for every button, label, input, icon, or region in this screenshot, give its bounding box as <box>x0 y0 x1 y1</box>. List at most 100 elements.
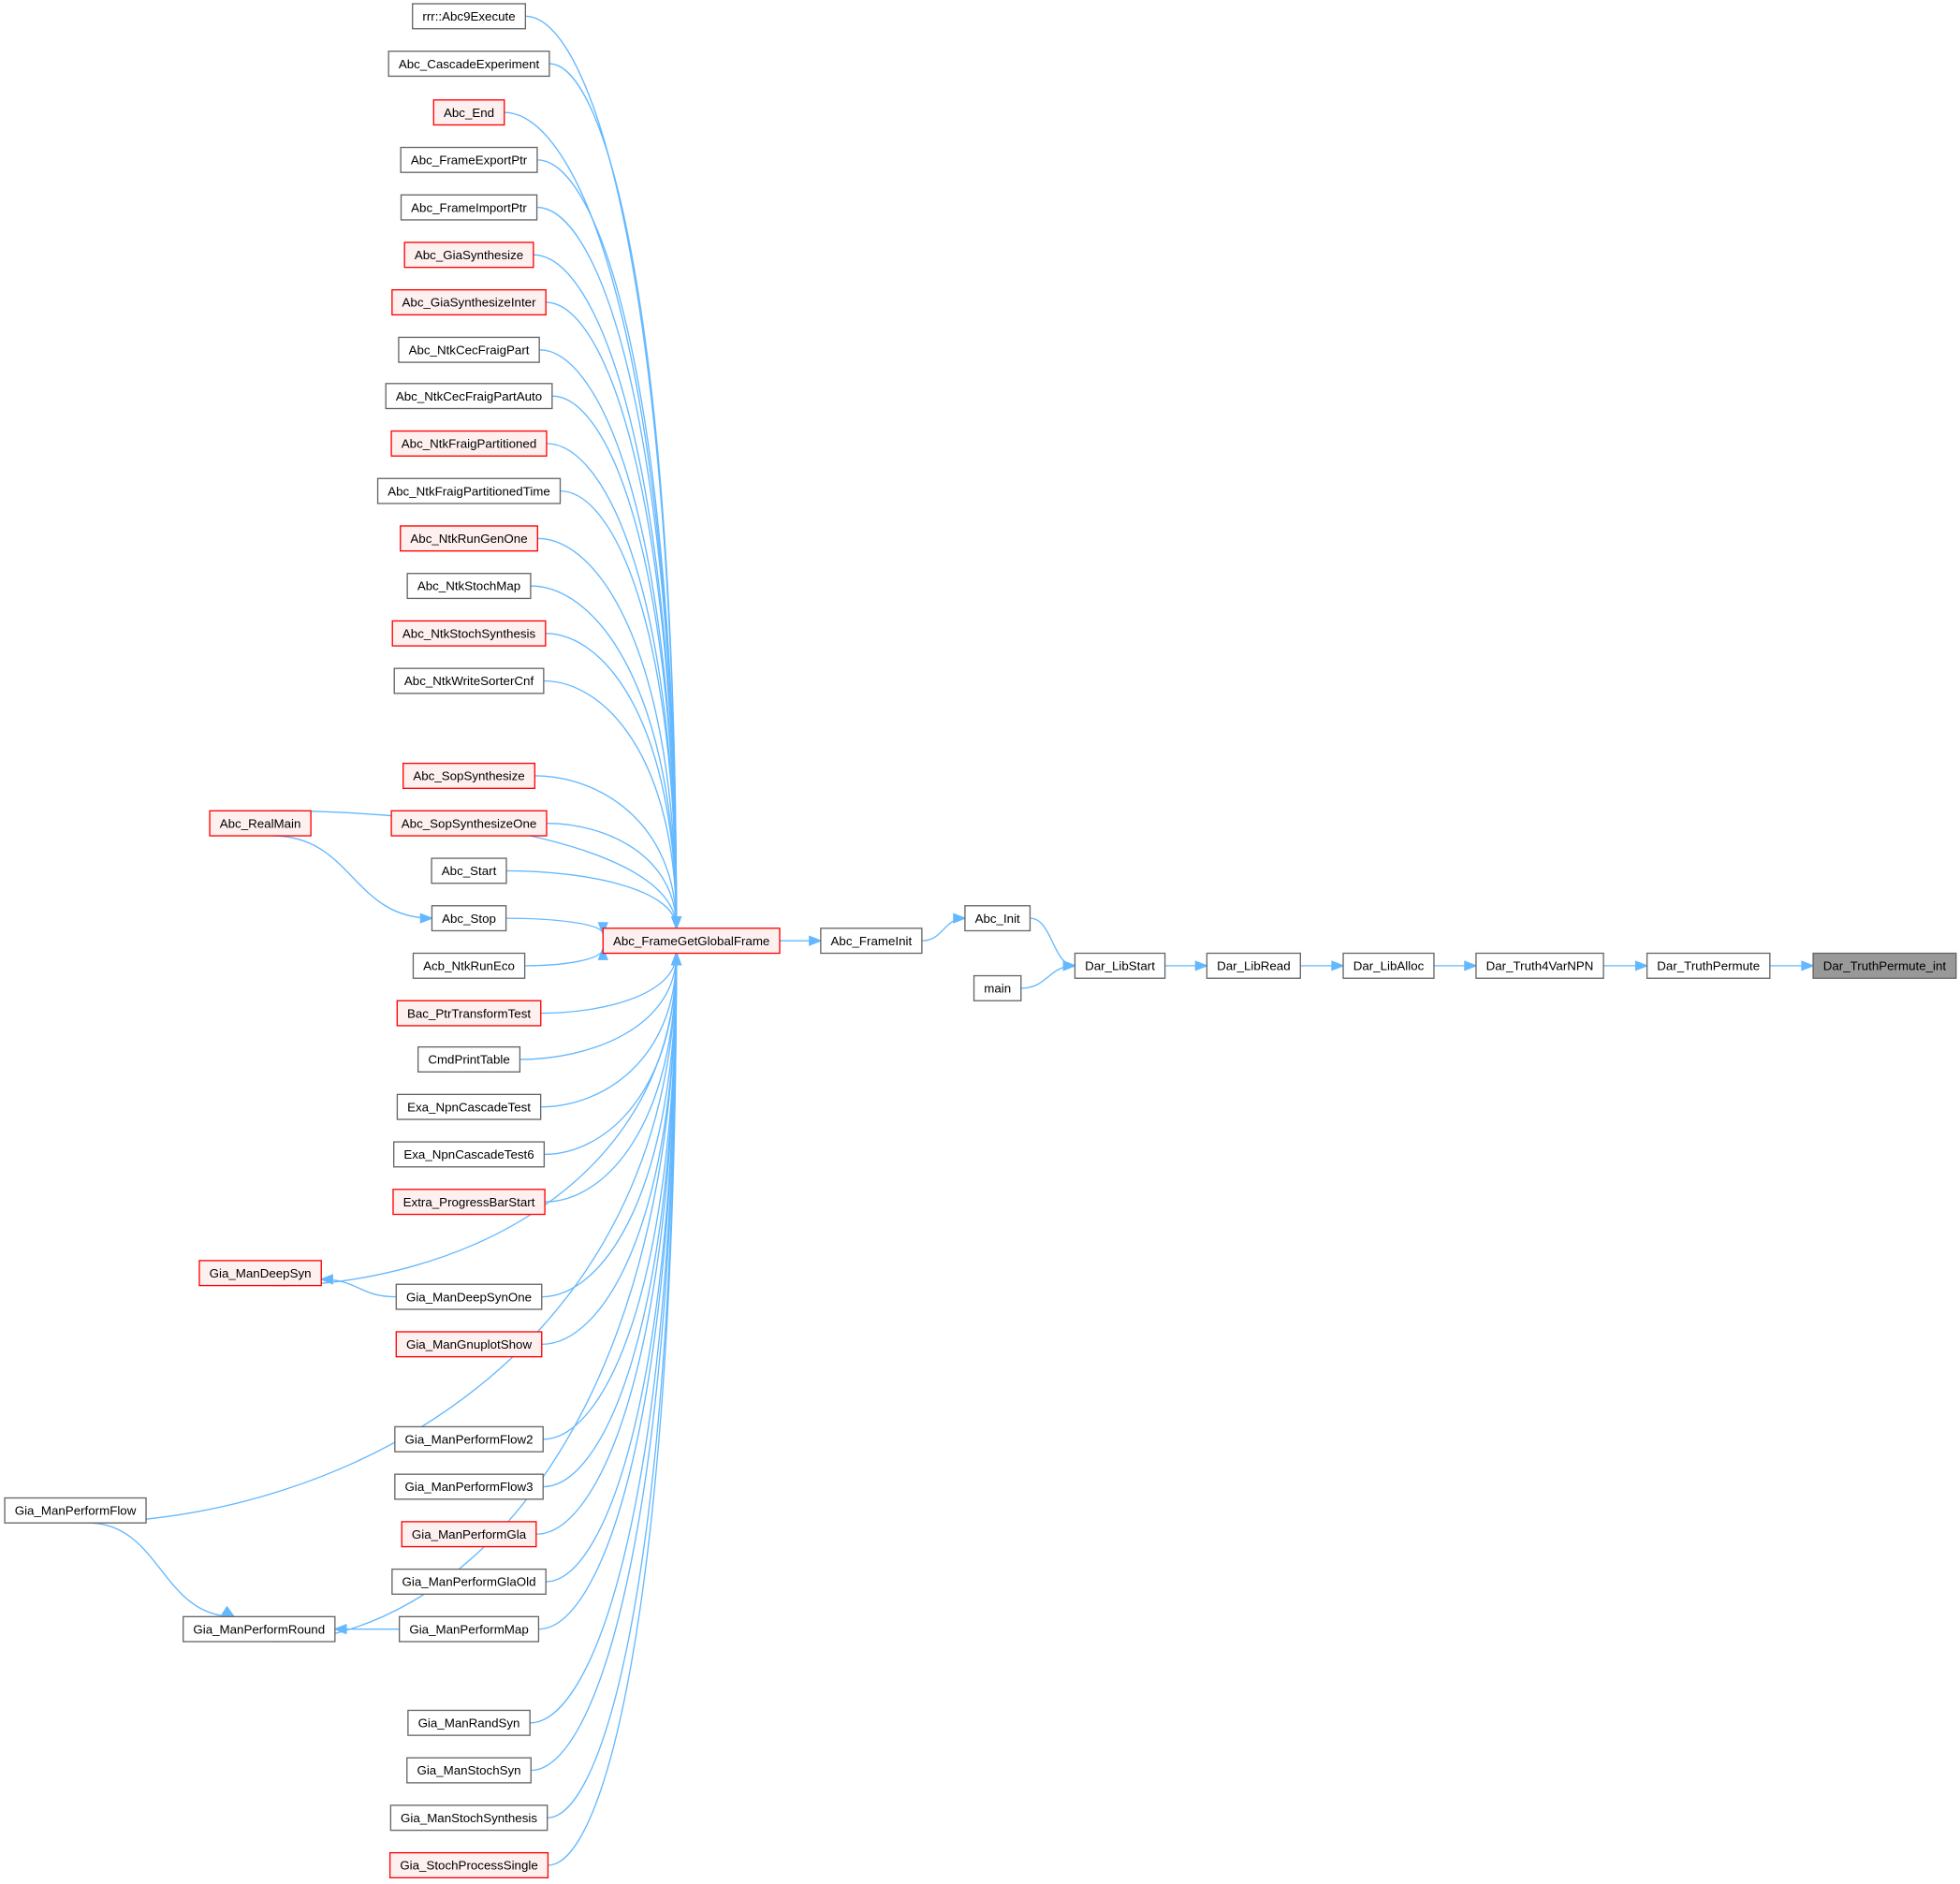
node-abc-framegetglobalframe[interactable]: Abc_FrameGetGlobalFrame <box>602 927 781 955</box>
node-extra-progressbarstart[interactable]: Extra_ProgressBarStart <box>392 1189 546 1216</box>
node-label: Abc_NtkStochMap <box>417 579 520 593</box>
node-box <box>376 477 562 504</box>
node-label: Abc_Init <box>975 912 1020 926</box>
node-gia-stochprocesssingle[interactable]: Gia_StochProcessSingle <box>388 1851 549 1878</box>
node-gia-manperformgla[interactable]: Gia_ManPerformGla <box>401 1521 537 1548</box>
node-abc-stop[interactable]: Abc_Stop <box>431 905 507 932</box>
node-abc-sopsynthesize[interactable]: Abc_SopSynthesize <box>402 762 536 789</box>
node-label: Dar_Truth4VarNPN <box>1486 959 1594 973</box>
node-abc-ntkstochmap[interactable]: Abc_NtkStochMap <box>406 573 532 600</box>
node-box <box>390 810 548 837</box>
edge <box>525 15 678 928</box>
arrowhead-icon <box>1464 960 1478 971</box>
node-gia-mandeepsyn[interactable]: Gia_ManDeepSyn <box>198 1260 322 1287</box>
node-gia-manperformround[interactable]: Gia_ManPerformRound <box>183 1615 336 1643</box>
node-bac-ptrtransformtest[interactable]: Bac_PtrTransformTest <box>396 1000 542 1027</box>
node-abc-ntkrungenone[interactable]: Abc_NtkRunGenOne <box>400 525 538 552</box>
edge <box>543 953 678 1440</box>
node-gia-manrandsyn[interactable]: Gia_ManRandSyn <box>407 1709 531 1736</box>
node-dar-liballoc[interactable]: Dar_LibAlloc <box>1342 952 1435 979</box>
node-gia-manperformglaold[interactable]: Gia_ManPerformGlaOld <box>391 1568 547 1595</box>
node-box <box>198 1260 322 1287</box>
node-box <box>1475 952 1604 979</box>
edge <box>549 63 678 928</box>
node-box <box>1342 952 1435 979</box>
edge <box>537 537 678 928</box>
node-label: Dar_LibRead <box>1217 959 1291 973</box>
node-label: Gia_ManStochSyn <box>417 1763 520 1777</box>
node-abc-end[interactable]: Abc_End <box>432 99 505 126</box>
node-box <box>973 974 1022 1001</box>
node-label: Gia_ManPerformFlow <box>15 1504 137 1518</box>
node-gia-mangnuplotshow[interactable]: Gia_ManGnuplotShow <box>395 1331 543 1358</box>
node-box <box>432 99 505 126</box>
node-main[interactable]: main <box>973 974 1022 1001</box>
node-gia-manperformmap[interactable]: Gia_ManPerformMap <box>398 1615 540 1643</box>
node-label: Abc_NtkWriteSorterCnf <box>404 674 534 688</box>
node-abc-ntkstochsynthesis[interactable]: Abc_NtkStochSynthesis <box>391 620 547 647</box>
node-label: Abc_GiaSynthesize <box>415 248 523 262</box>
node-gia-manperformflow2[interactable]: Gia_ManPerformFlow2 <box>394 1425 544 1453</box>
node-gia-manstochsyn[interactable]: Gia_ManStochSyn <box>406 1757 532 1784</box>
node-abc-init[interactable]: Abc_Init <box>964 905 1031 932</box>
node-abc-frameimportptr[interactable]: Abc_FrameImportPtr <box>400 194 538 221</box>
node-abc-sopsynthesizeone[interactable]: Abc_SopSynthesizeOne <box>390 810 548 837</box>
nodes-layer: rrr::Abc9ExecuteAbc_CascadeExperimentAbc… <box>4 3 1957 1878</box>
edge <box>546 823 678 928</box>
node-acb-ntkruneco[interactable]: Acb_NtkRunEco <box>412 952 526 979</box>
node-abc-giasynthesizeinter[interactable]: Abc_GiaSynthesizeInter <box>391 289 547 316</box>
node-label: Dar_TruthPermute_int <box>1823 959 1947 973</box>
node-gia-manstochsynthesis[interactable]: Gia_ManStochSynthesis <box>389 1804 549 1832</box>
node-label: Abc_NtkFraigPartitioned <box>402 437 536 451</box>
node-cmdprinttable[interactable]: CmdPrintTable <box>417 1045 521 1073</box>
edge <box>505 917 604 935</box>
node-box <box>406 573 532 600</box>
node-gia-mandeepsynone[interactable]: Gia_ManDeepSynOne <box>395 1283 543 1310</box>
edge <box>75 953 678 1524</box>
node-box <box>1074 952 1166 979</box>
node-rrr-abc9execute[interactable]: rrr::Abc9Execute <box>412 3 527 30</box>
node-label: Abc_Stop <box>442 912 496 926</box>
node-dar-libread[interactable]: Dar_LibRead <box>1206 952 1301 979</box>
node-label: Bac_PtrTransformTest <box>407 1006 531 1020</box>
node-exa-npncascadetest6[interactable]: Exa_NpnCascadeTest6 <box>393 1141 546 1168</box>
node-dar-libstart[interactable]: Dar_LibStart <box>1074 952 1166 979</box>
node-gia-manperformflow[interactable]: Gia_ManPerformFlow <box>4 1497 147 1524</box>
node-gia-manperformflow3[interactable]: Gia_ManPerformFlow3 <box>394 1473 544 1500</box>
node-abc-ntkcecfraigpart[interactable]: Abc_NtkCecFraigPart <box>398 336 540 363</box>
edges-layer <box>75 15 1815 1866</box>
node-abc-cascadeexperiment[interactable]: Abc_CascadeExperiment <box>388 51 550 78</box>
node-abc-start[interactable]: Abc_Start <box>431 857 507 884</box>
node-box <box>406 1757 532 1784</box>
node-abc-ntkwritesortercnf[interactable]: Abc_NtkWriteSorterCnf <box>393 667 545 694</box>
node-abc-giasynthesize[interactable]: Abc_GiaSynthesize <box>403 241 534 269</box>
edge <box>540 953 678 1015</box>
edge <box>538 953 678 1630</box>
node-abc-ntkcecfraigpartauto[interactable]: Abc_NtkCecFraigPartAuto <box>385 383 553 410</box>
node-dar-truthpermute[interactable]: Dar_TruthPermute <box>1646 952 1771 979</box>
node-box <box>1812 952 1957 979</box>
node-abc-ntkfraigpartitioned[interactable]: Abc_NtkFraigPartitioned <box>390 430 548 457</box>
node-abc-realmain[interactable]: Abc_RealMain <box>209 810 312 837</box>
node-box <box>602 927 781 955</box>
node-box <box>431 857 507 884</box>
node-dar-truthpermute-int[interactable]: Dar_TruthPermute_int <box>1812 952 1957 979</box>
node-label: Abc_NtkRunGenOne <box>410 532 527 546</box>
node-abc-frameexportptr[interactable]: Abc_FrameExportPtr <box>400 146 538 173</box>
edge <box>533 254 678 928</box>
node-box <box>392 1189 546 1216</box>
node-exa-npncascadetest[interactable]: Exa_NpnCascadeTest <box>396 1093 542 1120</box>
node-box <box>183 1615 336 1643</box>
edge <box>541 953 678 1345</box>
node-box <box>395 1331 543 1358</box>
node-label: Abc_End <box>444 106 494 120</box>
node-box <box>388 1851 549 1878</box>
node-abc-frameinit[interactable]: Abc_FrameInit <box>820 927 923 955</box>
node-abc-ntkfraigpartitionedtime[interactable]: Abc_NtkFraigPartitionedTime <box>376 477 562 504</box>
node-box <box>1206 952 1301 979</box>
node-label: Abc_FrameImportPtr <box>411 200 527 214</box>
node-label: Gia_ManPerformGlaOld <box>402 1575 536 1589</box>
node-dar-truth4varnpn[interactable]: Dar_Truth4VarNPN <box>1475 952 1604 979</box>
node-box <box>402 762 536 789</box>
